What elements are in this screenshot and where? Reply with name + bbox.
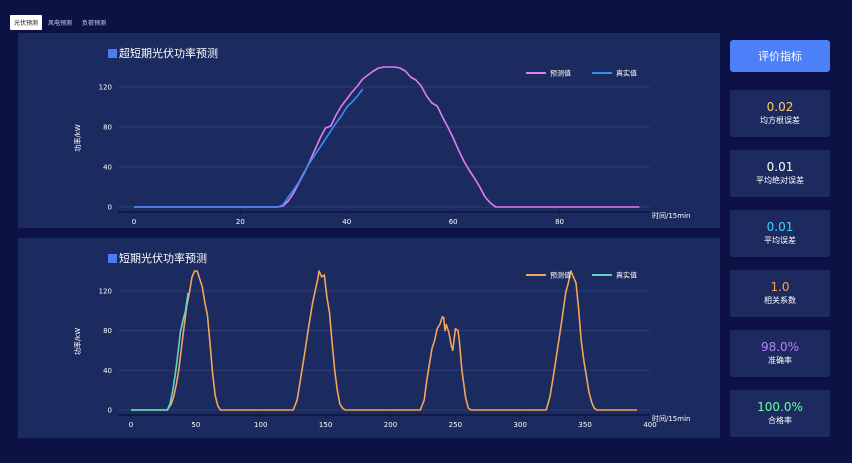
metric-card-accuracy: 98.0% 准确率 [730,330,830,377]
x-tick-label: 250 [449,421,462,429]
x-tick-label: 100 [254,421,267,429]
y-tick-label: 120 [99,287,112,295]
series-line [134,88,364,208]
metric-card-mae: 0.01 平均绝对误差 [730,150,830,197]
y-axis-label: 功率/kW [73,328,82,355]
x-tick-label: 0 [129,421,133,429]
ultra-short-term-chart: 0 40 80 120 0 20 40 60 80 时间/15min 功率/kW 预测值 真实值 [73,66,690,226]
y-tick-label: 40 [103,164,112,172]
short-term-chart-panel: 0 40 80 120 0 50 100 150 200 250 300 350 400 时间/15min… [18,238,720,438]
x-tick-label: 400 [643,421,656,429]
short-term-chart: 0 40 80 120 0 50 100 150 200 250 300 350 400时间/15min… [73,270,690,429]
x-tick-label: 20 [236,218,245,226]
metric-card-pass-rate: 100.0% 合格率 [730,390,830,437]
x-axis-label: 时间/15min [652,414,690,423]
metric-value: 1.0 [770,280,790,294]
chart-title: 超短期光伏功率预测 [108,45,218,61]
title-marker-icon [108,48,117,58]
x-tick-label: 350 [578,421,591,429]
y-tick-label: 0 [108,407,112,415]
y-tick-label: 80 [103,124,112,132]
metric-value: 100.0% [757,400,803,414]
metric-label: 平均误差 [764,236,796,245]
tab-bar: 光伏预测 风电预测 负荷预测 [10,15,110,30]
metric-value: 0.02 [766,100,794,114]
title-marker-icon [108,253,117,263]
y-axis-label: 功率/kW [73,124,82,151]
chart-title-text: 短期光伏功率预测 [119,252,207,265]
metric-label: 合格率 [768,416,792,425]
tab-pv-forecast[interactable]: 光伏预测 [10,15,43,30]
series-line [131,270,637,411]
x-tick-label: 150 [319,421,332,429]
chart-title: 短期光伏功率预测 [108,250,207,266]
x-axis-label: 时间/15min [652,211,690,220]
legend-label: 真实值 [616,271,637,280]
x-tick-label: 200 [384,421,397,429]
x-tick-label: 40 [342,218,351,226]
metric-label: 平均绝对误差 [756,176,804,185]
metric-card-rmse: 0.02 均方根误差 [730,90,830,137]
y-tick-label: 0 [108,204,112,212]
ultra-short-term-chart-panel: 0 40 80 120 0 20 40 60 80 时间/15min 功率/kW 预测值 真实值 超短期… [18,33,720,228]
tab-load-forecast[interactable]: 负荷预测 [82,20,107,27]
metric-card-mean-error: 0.01 平均误差 [730,210,830,257]
metric-label: 准确率 [768,356,792,365]
x-tick-label: 0 [132,218,136,226]
tab-wind-forecast[interactable]: 风电预测 [48,20,73,27]
legend-label: 预测值 [550,69,571,78]
evaluation-metrics-button[interactable]: 评价指标 [730,40,830,72]
metric-value: 98.0% [760,340,800,354]
y-tick-label: 40 [103,367,112,375]
metric-card-correlation: 1.0 相关系数 [730,270,830,317]
metric-value: 0.01 [766,220,794,234]
legend-label: 预测值 [550,271,571,280]
x-tick-label: 50 [191,421,200,429]
legend-label: 真实值 [616,69,637,78]
x-tick-label: 300 [514,421,527,429]
metric-label: 相关系数 [764,296,796,305]
metric-label: 均方根误差 [760,116,800,125]
series-line [131,292,189,411]
series-line [134,66,640,208]
x-tick-label: 60 [449,218,458,226]
x-tick-label: 80 [555,218,564,226]
chart-title-text: 超短期光伏功率预测 [119,47,218,60]
metric-value: 0.01 [766,160,794,174]
y-tick-label: 80 [103,327,112,335]
y-tick-label: 120 [99,84,112,92]
